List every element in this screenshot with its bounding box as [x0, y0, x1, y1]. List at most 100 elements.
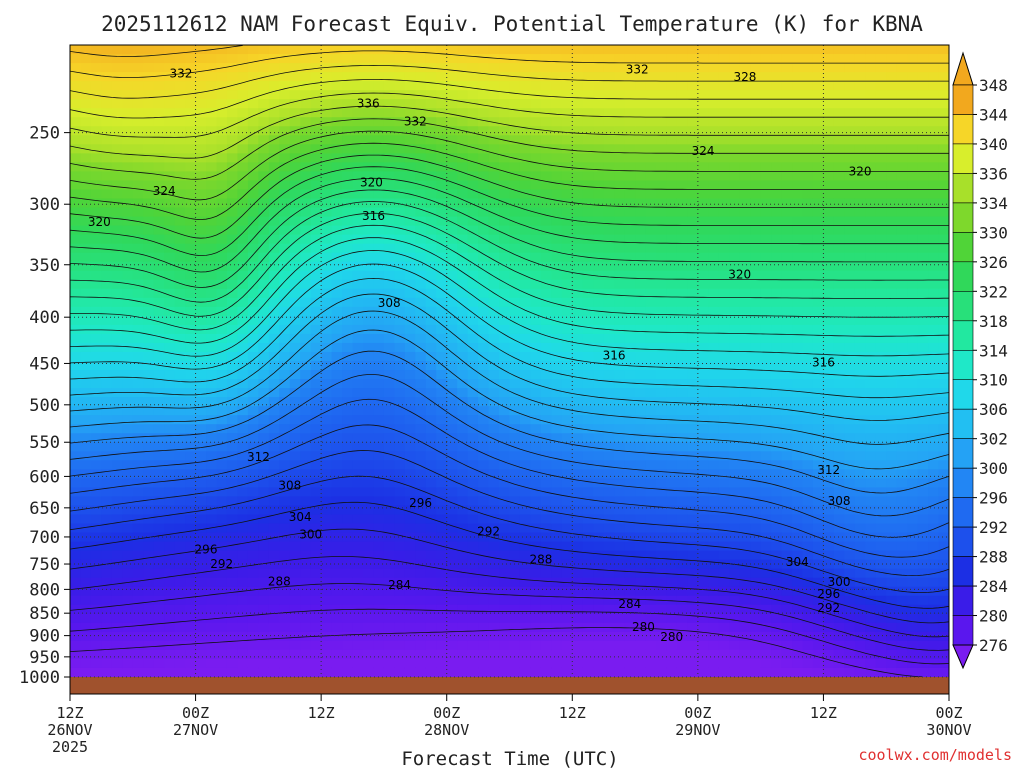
- field-cell: [70, 333, 82, 344]
- field-cell: [164, 658, 176, 669]
- field-cell: [70, 99, 82, 109]
- field-cell: [540, 460, 552, 470]
- field-cell: [394, 171, 406, 182]
- field-cell: [467, 388, 479, 398]
- field-cell: [572, 306, 584, 317]
- field-cell: [718, 306, 730, 317]
- field-cell: [111, 333, 123, 344]
- field-cell: [687, 595, 699, 606]
- field-cell: [394, 54, 406, 64]
- field-cell: [739, 460, 751, 470]
- field-cell: [70, 424, 82, 434]
- field-cell: [488, 189, 500, 200]
- field-cell: [132, 243, 144, 254]
- field-cell: [216, 523, 228, 534]
- field-cell: [101, 261, 113, 272]
- field-cell: [383, 72, 395, 82]
- field-cell: [206, 361, 218, 371]
- field-cell: [185, 406, 197, 416]
- field-cell: [258, 144, 270, 154]
- field-cell: [739, 649, 751, 660]
- field-cell: [111, 379, 123, 389]
- field-cell: [457, 189, 469, 200]
- field-cell: [70, 451, 82, 461]
- field-cell: [101, 90, 113, 100]
- field-cell: [697, 451, 709, 461]
- field-cell: [90, 234, 102, 245]
- field-cell: [258, 397, 270, 407]
- field-cell: [519, 604, 532, 615]
- field-cell: [226, 108, 239, 118]
- field-cell: [289, 469, 301, 479]
- field-cell: [352, 144, 364, 154]
- field-cell: [373, 99, 385, 109]
- field-cell: [708, 81, 720, 91]
- field-cell: [499, 162, 511, 172]
- field-cell: [436, 117, 448, 127]
- field-cell: [153, 297, 165, 308]
- field-cell: [174, 604, 186, 615]
- field-cell: [488, 496, 500, 507]
- field-cell: [593, 397, 605, 407]
- field-cell: [164, 180, 176, 191]
- field-cell: [195, 361, 207, 371]
- field-cell: [802, 333, 814, 344]
- field-cell: [80, 631, 92, 642]
- field-cell: [676, 279, 688, 290]
- field-cell: [603, 415, 615, 425]
- field-cell: [624, 442, 636, 452]
- field-cell: [216, 649, 228, 660]
- field-cell: [70, 433, 82, 443]
- field-cell: [771, 108, 783, 118]
- field-cell: [436, 388, 448, 398]
- field-cell: [70, 478, 82, 488]
- field-cell: [499, 505, 511, 516]
- field-cell: [153, 153, 165, 163]
- field-cell: [70, 667, 82, 677]
- field-cell: [70, 261, 82, 272]
- field-cell: [300, 433, 312, 443]
- field-cell: [404, 397, 416, 407]
- field-cell: [708, 72, 720, 82]
- field-cell: [614, 577, 626, 588]
- field-cell: [404, 442, 416, 452]
- field-cell: [718, 351, 730, 362]
- field-cell: [310, 342, 322, 353]
- field-cell: [206, 234, 218, 245]
- field-cell: [122, 99, 134, 109]
- field-cell: [185, 162, 197, 172]
- field-cell: [540, 324, 552, 335]
- field-cell: [656, 415, 668, 425]
- field-cell: [603, 658, 615, 669]
- field-cell: [289, 424, 301, 434]
- field-cell: [80, 640, 92, 651]
- field-cell: [718, 640, 730, 651]
- field-cell: [792, 622, 804, 633]
- field-cell: [519, 207, 532, 218]
- field-cell: [499, 577, 511, 588]
- field-cell: [258, 54, 270, 64]
- field-cell: [478, 613, 490, 624]
- field-cell: [593, 243, 605, 254]
- field-cell: [687, 90, 699, 100]
- field-cell: [656, 613, 668, 624]
- field-cell: [373, 361, 385, 371]
- field-cell: [111, 225, 123, 236]
- field-cell: [352, 433, 364, 443]
- field-cell: [467, 397, 479, 407]
- field-cell: [321, 433, 333, 443]
- field-cell: [352, 324, 364, 335]
- field-cell: [645, 144, 657, 154]
- field-cell: [739, 541, 751, 552]
- field-cell: [676, 469, 688, 479]
- field-cell: [258, 135, 270, 145]
- field-cell: [708, 135, 720, 145]
- field-cell: [195, 270, 207, 281]
- field-cell: [509, 63, 521, 73]
- field-cell: [540, 667, 552, 677]
- field-cell: [572, 324, 584, 335]
- field-cell: [499, 415, 511, 425]
- field-cell: [247, 469, 259, 479]
- field-cell: [80, 117, 92, 127]
- field-cell: [582, 189, 594, 200]
